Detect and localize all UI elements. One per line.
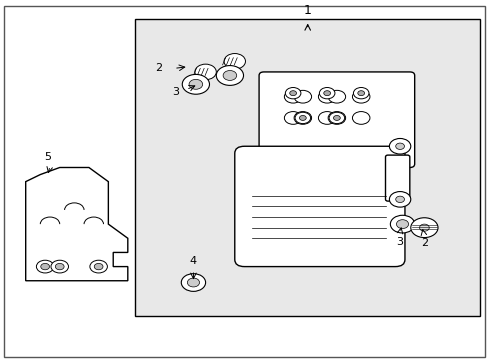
Circle shape <box>36 260 54 273</box>
Circle shape <box>41 264 49 270</box>
Circle shape <box>395 196 404 203</box>
Circle shape <box>328 112 344 123</box>
Circle shape <box>395 143 404 149</box>
Circle shape <box>285 87 300 99</box>
Text: 2: 2 <box>420 238 427 248</box>
FancyBboxPatch shape <box>259 72 414 167</box>
Circle shape <box>55 264 64 270</box>
Circle shape <box>389 215 414 233</box>
FancyBboxPatch shape <box>135 19 479 316</box>
Text: 5: 5 <box>44 152 51 162</box>
Circle shape <box>327 90 345 103</box>
Text: 1: 1 <box>303 4 311 17</box>
Circle shape <box>419 224 428 231</box>
Circle shape <box>182 75 209 94</box>
Circle shape <box>353 87 368 99</box>
Circle shape <box>319 87 334 99</box>
FancyBboxPatch shape <box>385 155 409 201</box>
Text: 3: 3 <box>171 87 179 98</box>
Circle shape <box>294 112 310 123</box>
Circle shape <box>94 264 103 270</box>
Text: 4: 4 <box>189 256 197 266</box>
Text: 3: 3 <box>396 237 403 247</box>
Circle shape <box>357 91 364 96</box>
Circle shape <box>410 218 437 238</box>
Circle shape <box>299 116 305 121</box>
Circle shape <box>323 91 330 96</box>
Circle shape <box>51 260 68 273</box>
Circle shape <box>189 79 202 89</box>
Circle shape <box>327 112 345 124</box>
Circle shape <box>333 116 340 121</box>
Circle shape <box>284 90 301 103</box>
Circle shape <box>195 64 216 80</box>
Circle shape <box>388 139 410 154</box>
Circle shape <box>396 220 408 229</box>
Circle shape <box>284 112 301 124</box>
Circle shape <box>318 90 335 103</box>
Text: 2: 2 <box>154 63 162 73</box>
Circle shape <box>90 260 107 273</box>
Circle shape <box>352 112 369 124</box>
Circle shape <box>293 112 311 124</box>
Circle shape <box>216 66 243 85</box>
Circle shape <box>388 192 410 207</box>
Circle shape <box>224 54 245 69</box>
Circle shape <box>293 90 311 103</box>
Circle shape <box>181 274 205 291</box>
Circle shape <box>289 91 296 96</box>
Circle shape <box>187 278 199 287</box>
Circle shape <box>318 112 335 124</box>
FancyBboxPatch shape <box>234 146 404 267</box>
Polygon shape <box>26 167 127 281</box>
Circle shape <box>352 90 369 103</box>
Circle shape <box>223 71 236 80</box>
